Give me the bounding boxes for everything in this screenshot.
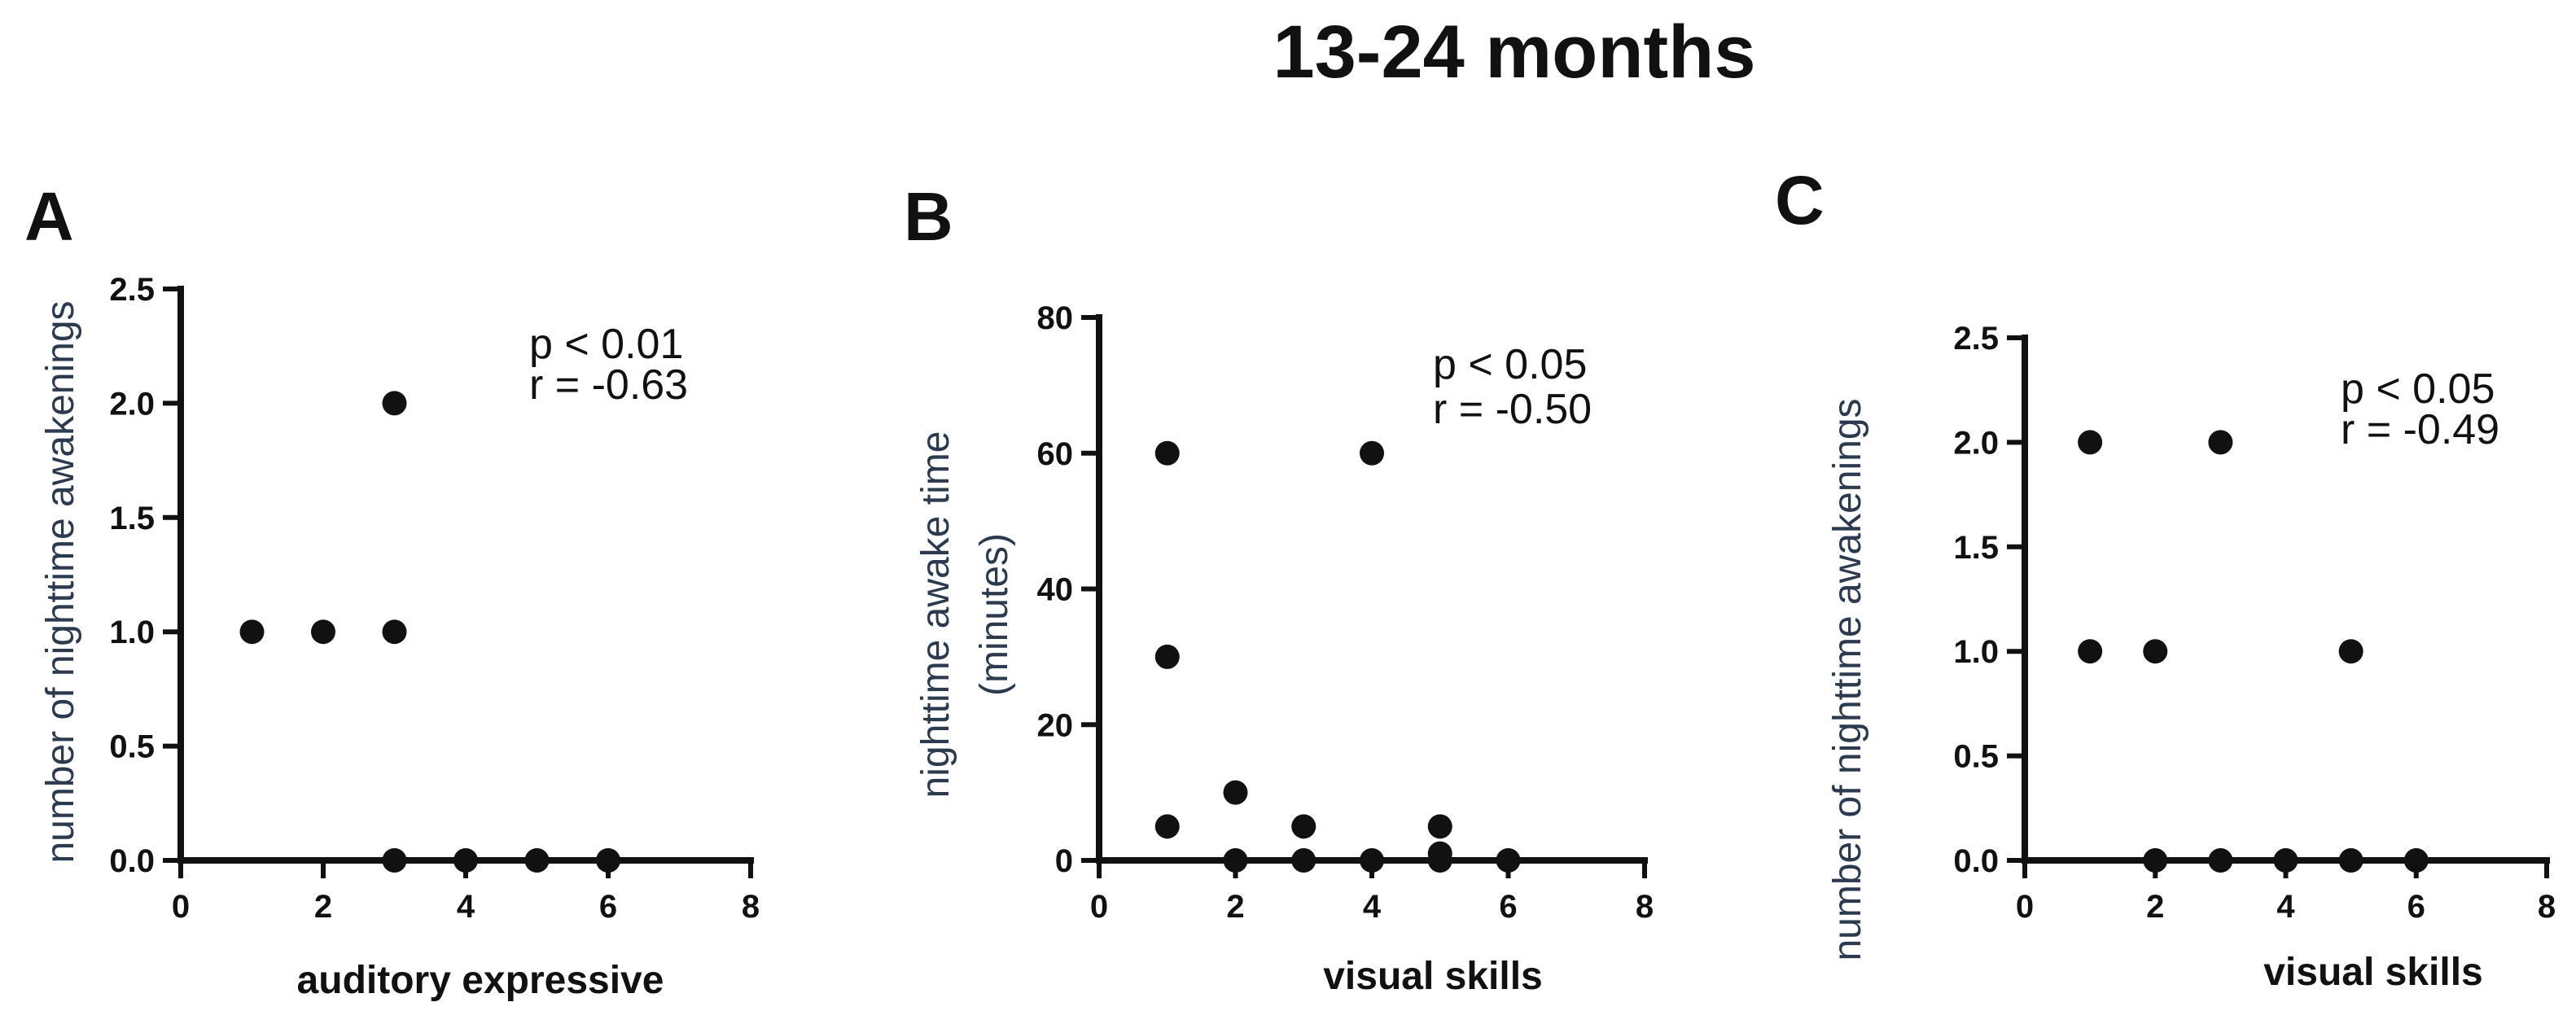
x-tick-label: 8 bbox=[2538, 889, 2556, 925]
panel-c: C 0 2 4 6 8 0.0 0.5 1.0 1.5 2.0 2.5 visual skills num… bbox=[1775, 162, 2556, 994]
panel-letter: A bbox=[24, 178, 74, 255]
data-point bbox=[1496, 848, 1521, 873]
y-tick-label: 40 bbox=[1037, 572, 1074, 608]
x-tick-label: 4 bbox=[1363, 889, 1382, 925]
data-point bbox=[2338, 639, 2364, 664]
y-axis-title: nighttime awake time (minutes) bbox=[914, 431, 1016, 799]
y-tick-label: 1.0 bbox=[1953, 634, 1999, 670]
r-value-annotation: r = -0.50 bbox=[1433, 386, 1592, 433]
figure-title: 13-24 months bbox=[1273, 11, 1755, 94]
data-point bbox=[524, 848, 550, 873]
y-tick-label: 0.0 bbox=[1953, 843, 1999, 879]
y-axis-title: number of nighttime awakenings bbox=[1826, 398, 1869, 961]
x-tick-label: 2 bbox=[1226, 889, 1244, 925]
data-point bbox=[1223, 780, 1248, 805]
data-point bbox=[453, 848, 478, 873]
x-tick-label: 6 bbox=[1499, 889, 1517, 925]
x-tick-label: 0 bbox=[172, 889, 190, 925]
y-tick-label: 0.5 bbox=[109, 729, 155, 765]
y-tick-label: 60 bbox=[1037, 436, 1074, 472]
x-tick-label: 0 bbox=[2016, 889, 2034, 925]
data-point bbox=[1427, 814, 1452, 839]
data-point bbox=[1154, 814, 1180, 839]
data-point bbox=[2208, 848, 2233, 873]
p-value-annotation: p < 0.05 bbox=[1433, 341, 1587, 388]
x-tick-label: 4 bbox=[457, 889, 475, 925]
y-tick-label: 1.5 bbox=[1953, 530, 1999, 566]
data-point bbox=[1154, 440, 1180, 466]
data-point bbox=[1291, 814, 1316, 839]
x-tick-label: 8 bbox=[742, 889, 760, 925]
data-point bbox=[1223, 848, 1248, 873]
data-point bbox=[2273, 848, 2298, 873]
x-tick-label: 8 bbox=[1636, 889, 1654, 925]
x-tick-label: 6 bbox=[2407, 889, 2425, 925]
y-tick-label: 0 bbox=[1055, 843, 1073, 879]
panel-letter: C bbox=[1775, 162, 1825, 238]
data-point bbox=[382, 391, 407, 416]
data-point bbox=[2403, 848, 2429, 873]
data-point bbox=[382, 848, 407, 873]
data-point bbox=[1360, 440, 1384, 466]
x-axis-title: visual skills bbox=[2263, 951, 2483, 994]
data-point bbox=[2143, 639, 2168, 664]
data-point bbox=[2208, 430, 2233, 455]
y-tick-label: 1.0 bbox=[109, 615, 155, 650]
data-point bbox=[2338, 848, 2364, 873]
data-point bbox=[2143, 848, 2168, 873]
data-point bbox=[311, 619, 335, 645]
y-tick-label: 0.0 bbox=[109, 843, 155, 879]
y-tick-label: 2.0 bbox=[109, 386, 155, 422]
x-tick-label: 4 bbox=[2276, 889, 2295, 925]
y-tick-label: 1.5 bbox=[109, 501, 155, 536]
y-tick-label: 0.5 bbox=[1953, 739, 1999, 775]
y-axis-title: number of nighttime awakenings bbox=[39, 300, 82, 863]
x-tick-label: 2 bbox=[314, 889, 332, 925]
data-point bbox=[1154, 644, 1180, 669]
data-point bbox=[2078, 430, 2103, 455]
data-point bbox=[2078, 639, 2103, 664]
data-point bbox=[596, 848, 620, 873]
y-tick-label: 2.5 bbox=[1953, 321, 1999, 357]
data-point bbox=[1291, 848, 1316, 873]
y-tick-label: 20 bbox=[1037, 707, 1074, 743]
panel-a: A 0 2 4 6 8 0.0 0.5 1.0 1.5 2.0 2.5 auditory express… bbox=[24, 178, 760, 1002]
panel-letter: B bbox=[904, 178, 953, 255]
r-value-annotation: r = -0.49 bbox=[2341, 406, 2499, 453]
data-point bbox=[1360, 848, 1384, 873]
y-tick-label: 2.0 bbox=[1953, 425, 1999, 461]
y-tick-label: 2.5 bbox=[109, 272, 155, 308]
data-point bbox=[239, 619, 265, 645]
y-tick-label: 80 bbox=[1037, 300, 1074, 336]
x-tick-label: 6 bbox=[599, 889, 617, 925]
p-value-annotation: p < 0.01 bbox=[529, 321, 683, 368]
r-value-annotation: r = -0.63 bbox=[529, 361, 688, 409]
data-point bbox=[1427, 848, 1452, 873]
x-tick-label: 0 bbox=[1090, 889, 1108, 925]
p-value-annotation: p < 0.05 bbox=[2341, 365, 2495, 413]
data-point bbox=[382, 619, 407, 645]
x-tick-label: 2 bbox=[2146, 889, 2164, 925]
x-axis-title: visual skills bbox=[1323, 955, 1543, 998]
x-axis-title: auditory expressive bbox=[297, 959, 664, 1002]
